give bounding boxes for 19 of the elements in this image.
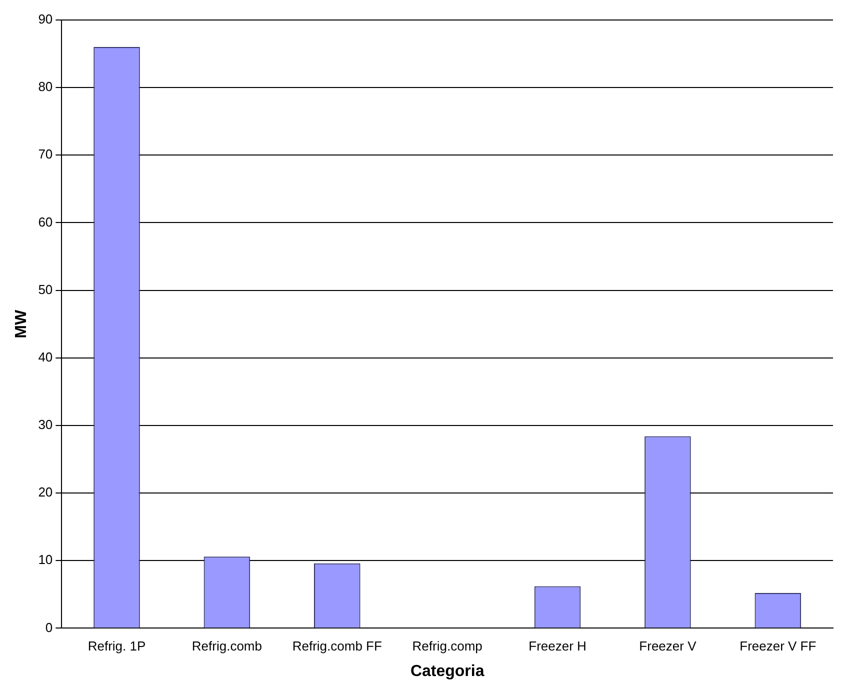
y-tick-label: 90 xyxy=(38,12,53,27)
x-tick-label: Freezer H xyxy=(528,638,586,654)
x-tick-label: Freezer V xyxy=(639,638,697,654)
y-axis-title: MW xyxy=(13,308,30,338)
y-tick-label: 30 xyxy=(38,417,53,432)
y-tick-label: 20 xyxy=(38,484,53,500)
x-axis-title: Categoria xyxy=(410,662,484,680)
y-tick-label: 80 xyxy=(38,79,53,94)
x-tick-label: Refrig.comp xyxy=(412,638,482,654)
y-tick-label: 10 xyxy=(38,552,53,568)
x-tick-label: Refrig. 1P xyxy=(88,638,146,654)
y-tick-label: 70 xyxy=(38,146,53,162)
y-tick-label: 40 xyxy=(38,349,53,364)
y-tick-label: 60 xyxy=(38,214,53,230)
x-tick-label: Refrig.comb FF xyxy=(292,638,382,654)
y-tick-label: 0 xyxy=(45,620,53,635)
y-tick-label: 50 xyxy=(38,282,53,297)
x-tick-label: Refrig.comb xyxy=(192,638,262,654)
x-tick-label: Freezer V FF xyxy=(740,638,816,654)
